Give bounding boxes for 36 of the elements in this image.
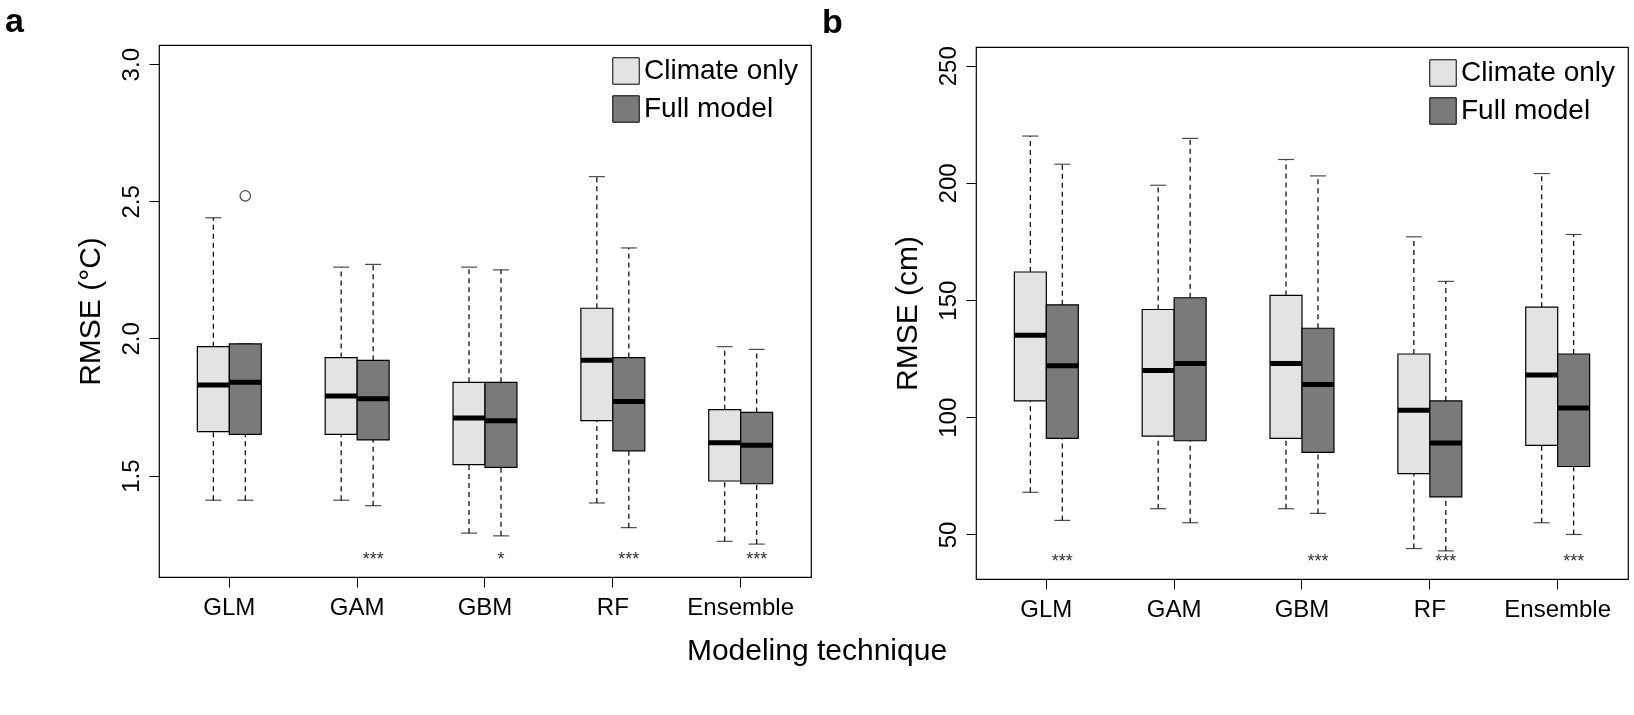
annotation: *** [1435,551,1457,571]
x-axis-title: Modeling technique [685,633,949,667]
y-tick-label: 250 [933,46,961,87]
x-tick-label: GLM [1020,594,1073,622]
y-tick-label: 1.5 [116,459,144,493]
legend-label: Full model [1461,94,1591,125]
annotation: *** [746,549,768,569]
chart-title: b [822,1,843,40]
x-tick-label: GBM [457,592,513,620]
x-tick-label: GLM [203,592,256,620]
annotation: *** [1051,551,1073,571]
y-tick-label: 50 [933,521,961,549]
y-tick-label: 100 [933,397,961,438]
annotation: * [497,549,505,569]
annotation: *** [618,549,640,569]
y-tick-label: 150 [933,280,961,321]
annotation: *** [362,549,384,569]
y-tick-label: 3.0 [116,48,144,82]
annotation: *** [1563,551,1585,571]
x-tick-label: GBM [1274,594,1330,622]
y-tick-label: 200 [933,163,961,204]
y-axis-title: RMSE (°C) [72,237,106,386]
legend-label: Climate only [1461,56,1616,87]
legend-label: Climate only [644,54,799,85]
x-tick-label: GAM [329,592,385,620]
y-tick-label: 2.0 [116,322,144,356]
chart-title: a [5,1,25,39]
legend-label: Full model [644,92,774,123]
x-tick-label: RF [596,592,629,620]
x-tick-label: Ensemble [1504,594,1612,622]
x-tick-label: GAM [1146,594,1202,622]
y-tick-label: 2.5 [116,185,144,219]
x-tick-label: Ensemble [687,592,795,620]
x-tick-label: RF [1413,594,1446,622]
annotation: *** [1307,551,1329,571]
y-axis-title: RMSE (cm) [889,236,923,391]
